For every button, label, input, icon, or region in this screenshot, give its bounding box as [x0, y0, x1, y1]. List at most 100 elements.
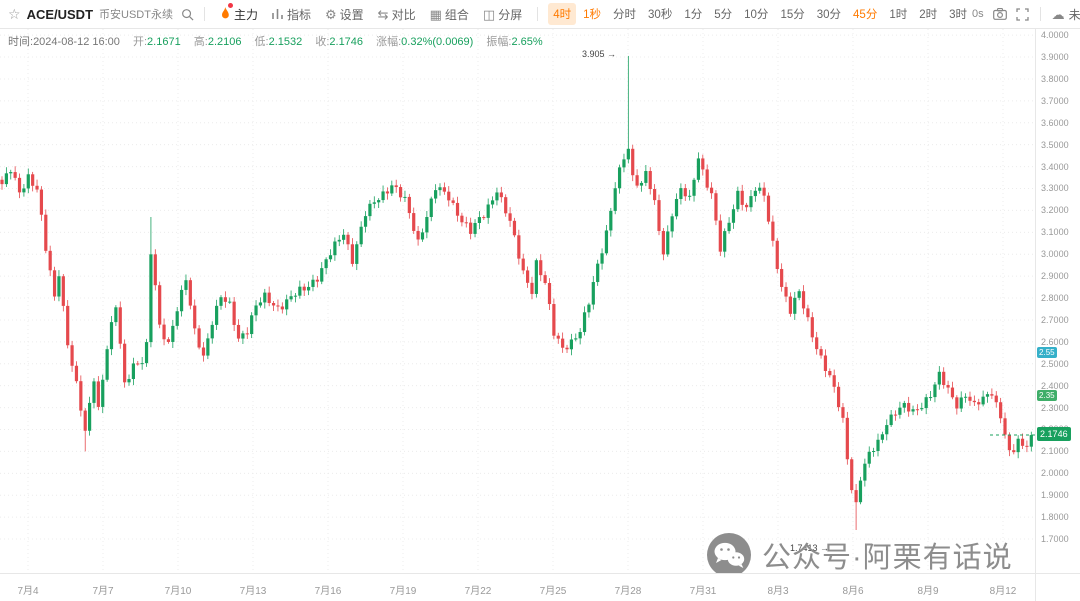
split-screen-icon: ◫ — [482, 6, 496, 22]
timeframe-10分[interactable]: 10分 — [739, 3, 773, 25]
ohlc-legend: 时间:2024-08-12 16:00 开:2.1671 高:2.2106 低:… — [8, 33, 553, 49]
cloud-icon: ☁ — [1051, 6, 1065, 22]
low-value: 2.1532 — [268, 36, 303, 48]
toolbar-right: 0s ☁ 未命名 ▾ 下单 — [972, 0, 1080, 28]
price-annotation: 3.905 → — [582, 49, 617, 59]
split-label: 分屏 — [498, 7, 523, 22]
chart-region: 时间:2024-08-12 16:00 开:2.1671 高:2.2106 低:… — [0, 29, 1080, 573]
price-axis-label: 2.8000 — [1041, 293, 1069, 304]
price-axis-label: 4.0000 — [1041, 30, 1069, 41]
price-axis-label: 3.6000 — [1041, 117, 1069, 128]
close-value: 2.1746 — [329, 36, 364, 48]
timeframe-4时[interactable]: 4时 — [548, 3, 577, 25]
last-price-badge: 2.1746 — [1037, 427, 1071, 442]
timeframe-1秒[interactable]: 1秒 — [578, 3, 606, 25]
search-icon[interactable] — [181, 8, 194, 21]
date-axis-label: 7月25 — [539, 586, 567, 597]
timeframe-15分[interactable]: 15分 — [775, 3, 809, 25]
gear-icon: ⚙ — [325, 6, 337, 22]
price-axis[interactable]: 4.0000 3.9000 3.8000 3.7000 3.6000 3.5000 3.40… — [1035, 29, 1080, 573]
settings-label: 设置 — [339, 7, 364, 22]
price-axis-label: 3.5000 — [1041, 139, 1069, 150]
date-axis-label: 7月28 — [614, 586, 642, 597]
date-axis-label: 7月31 — [689, 586, 717, 597]
split-screen-button[interactable]: ◫ 分屏 — [483, 6, 522, 23]
date-axis-label: 7月13 — [239, 586, 267, 597]
timeframe-2时[interactable]: 2时 — [914, 3, 942, 25]
date-axis-label: 7月16 — [314, 586, 342, 597]
grid-icon: ▦ — [429, 6, 442, 22]
time-label: 时间: — [8, 36, 34, 48]
date-axis-label: 8月6 — [842, 586, 864, 597]
indicator-axis-tag: 2.35 — [1037, 390, 1057, 402]
timeframe-分时[interactable]: 分时 — [608, 3, 641, 25]
price-axis-label: 1.8000 — [1041, 512, 1069, 523]
price-axis-label: 2.6000 — [1041, 336, 1069, 347]
date-axis-label: 7月10 — [164, 586, 192, 597]
timeframe-group: 4时 1秒 分时 30秒 1分 5分 10分 15分 30分 45分 1时 2时 3时 — [548, 3, 972, 25]
price-axis-label: 3.7000 — [1041, 95, 1069, 106]
price-axis-label: 1.7000 — [1041, 534, 1069, 545]
compare-button[interactable]: ⇆ 对比 — [378, 6, 416, 23]
timeframe-1时[interactable]: 1时 — [884, 3, 912, 25]
watermark: 公众号·阿栗有话说 — [706, 532, 1013, 573]
price-axis-label: 2.7000 — [1041, 314, 1069, 325]
price-axis-label: 3.3000 — [1041, 183, 1069, 194]
candle-countdown: 0s — [972, 8, 984, 20]
price-axis-label: 3.2000 — [1041, 205, 1069, 216]
divider — [203, 7, 205, 21]
price-axis-label: 3.0000 — [1041, 249, 1069, 260]
date-axis-label: 8月3 — [767, 586, 789, 597]
change-label: 涨幅: — [376, 36, 402, 48]
indicator-axis-tag: 2.55 — [1037, 346, 1057, 358]
date-axis-label: 8月9 — [917, 586, 939, 597]
amplitude-value: 2.65% — [511, 36, 543, 48]
settings-button[interactable]: ⚙ 设置 — [325, 6, 364, 23]
hot-main-force-tab[interactable]: 主力 — [219, 2, 258, 23]
compare-arrows-icon: ⇆ — [377, 6, 389, 22]
timeframe-30分[interactable]: 30分 — [812, 3, 846, 25]
compare-label: 对比 — [391, 7, 416, 22]
time-value: 2024-08-12 16:00 — [33, 36, 120, 48]
price-axis-label: 3.8000 — [1041, 73, 1069, 84]
layout-name-menu[interactable]: ☁ 未命名 ▾ — [1052, 6, 1080, 23]
price-annotation: 1.7413 → — [790, 543, 830, 553]
open-label: 开: — [132, 36, 148, 48]
favorite-star-icon[interactable]: ☆ — [8, 5, 21, 22]
close-label: 收: — [315, 36, 330, 48]
axis-corner — [1035, 574, 1080, 601]
chart-canvas-area[interactable]: 时间:2024-08-12 16:00 开:2.1671 高:2.2106 低:… — [0, 29, 1036, 573]
time-axis-bar: 7月4 7月7 7月10 7月13 7月16 7月19 7月22 7月25 7月28 7月31 8月… — [0, 573, 1080, 601]
divider — [537, 7, 539, 21]
date-axis-label: 7月19 — [389, 586, 417, 597]
hot-tab-label: 主力 — [233, 7, 258, 22]
date-axis-label: 8月12 — [989, 586, 1017, 597]
price-axis-label: 2.5000 — [1041, 358, 1069, 369]
timeframe-3时[interactable]: 3时 — [944, 3, 972, 25]
indicators-label: 指标 — [286, 7, 311, 22]
combine-label: 组合 — [444, 7, 469, 22]
low-label: 低: — [254, 36, 269, 48]
change-value: 0.32%(0.0069) — [401, 36, 474, 48]
price-axis-label: 2.9000 — [1041, 271, 1069, 282]
fullscreen-icon[interactable] — [1016, 7, 1029, 21]
symbol-name[interactable]: ACE/USDT — [26, 6, 94, 22]
time-axis[interactable]: 7月4 7月7 7月10 7月13 7月16 7月19 7月22 7月25 7月28 7月31 8月… — [0, 574, 1035, 601]
date-axis-label: 7月4 — [17, 586, 39, 597]
price-axis-label: 1.9000 — [1041, 490, 1069, 501]
candlestick-chart[interactable] — [0, 29, 1036, 573]
divider — [1039, 7, 1041, 21]
screenshot-camera-icon[interactable] — [992, 8, 1007, 20]
toolbar: ☆ ACE/USDT 币安USDT永续 主力 指标 ⚙ 设置 ⇆ 对比 ▦ 组合 — [0, 0, 1080, 29]
timeframe-5分[interactable]: 5分 — [709, 3, 737, 25]
timeframe-1分[interactable]: 1分 — [679, 3, 707, 25]
high-value: 2.2106 — [207, 36, 242, 48]
combine-button[interactable]: ▦ 组合 — [430, 6, 469, 23]
timeframe-30秒[interactable]: 30秒 — [643, 3, 677, 25]
amplitude-label: 振幅: — [486, 36, 512, 48]
indicators-button[interactable]: 指标 — [271, 6, 311, 23]
layout-name-label: 未命名 — [1068, 7, 1080, 22]
timeframe-45分[interactable]: 45分 — [848, 3, 882, 25]
high-label: 高: — [193, 36, 208, 48]
price-axis-label: 2.1000 — [1041, 446, 1069, 457]
